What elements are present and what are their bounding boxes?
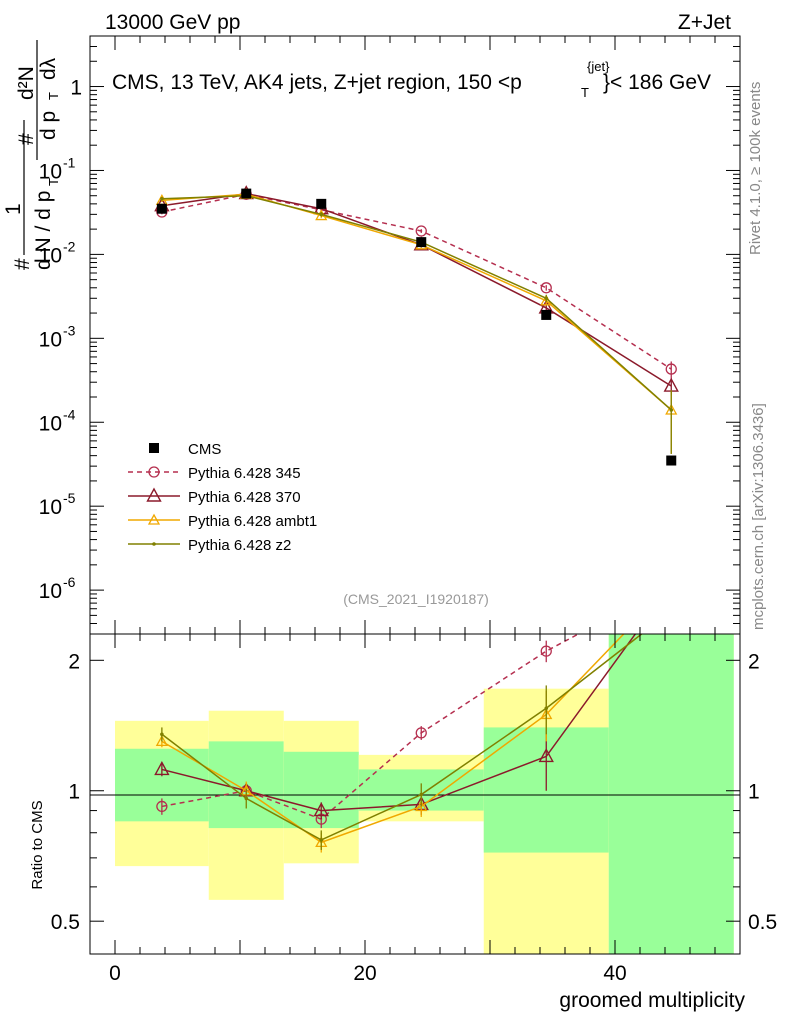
cms-point [316,198,327,209]
main-title-sup: {jet} [587,59,610,74]
analysis-label: (CMS_2021_I1920187) [343,591,489,607]
ratio-point [544,706,549,711]
header-left: 13000 GeV pp [105,11,240,34]
legend-marker [146,487,162,502]
cms-point [241,188,252,199]
main-title-text: CMS, 13 TeV, AK4 jets, Z+jet region, 150… [112,71,522,94]
legend-marker [147,513,161,525]
ylabel-hash-2: # [15,133,38,145]
side-label-rivet: Rivet 4.1.0, ≥ 100k events [747,82,764,255]
legend-label: Pythia 6.428 ambt1 [188,513,317,530]
main-ytick-label: 10 [39,496,62,519]
ratio-ylabel: Ratio to CMS [29,800,46,889]
main-ytick-label: 10 [39,244,62,267]
ratio-panel: 0.5 0.5 1 1 2 2 0 20 40 [51,633,777,985]
ratio-point [419,792,424,797]
legend-marker-cms [149,443,159,453]
legend: CMS Pythia 6.428 345 Pythia 6.428 370 Pythi… [128,441,317,554]
main-ytick-label: 1 [70,77,82,100]
ratio-point [156,800,168,813]
ylabel-one: 1 [2,203,25,215]
main-title-sub: T [581,85,589,100]
main-ytick-label: 10 [39,160,62,183]
cms-point [541,309,552,320]
main-ytick-exp: -3 [63,322,76,338]
ratio-point [540,645,552,657]
legend-marker [148,466,160,478]
series-point [665,363,677,375]
xtick-label: 40 [603,962,626,985]
series-line-2 [161,193,672,411]
main-ytick-exp: -6 [63,574,76,590]
series-point [540,282,552,294]
main-title-end: }< 186 GeV [603,71,711,94]
ratio-point [160,732,164,737]
main-ytick-label: 10 [39,580,62,603]
cms-point [666,455,677,466]
ratio-line-0 [161,634,581,820]
legend-label: Pythia 6.428 370 [188,489,301,506]
ratio-point [154,760,170,776]
ratio-point [415,727,427,739]
ratio-point [319,838,324,842]
main-ytick-exp: -1 [63,154,76,170]
series-line-1 [161,192,672,387]
xlabel: groomed multiplicity [559,989,745,1012]
series-point [160,196,164,201]
ratio-ytick-label: 2 [68,650,80,673]
main-panel: 10 -610 -510 -410 -310 -210 -11 [39,35,741,635]
main-ytick-exp: -5 [63,490,76,506]
ylabel-dlambda: dλ [37,57,60,80]
xtick-label: 0 [109,962,121,985]
legend-label: CMS [188,441,221,458]
cms-point [416,237,427,248]
legend-label: Pythia 6.428 z2 [188,537,291,554]
series-point [415,225,427,237]
series-line-3 [161,194,672,411]
ylabel-dN: d N / d p [32,191,55,270]
ratio-ytick-label: 0.5 [51,911,80,934]
xtick-label: 20 [353,962,376,985]
ratio-ytick-label-right: 0.5 [748,911,777,934]
main-ytick-exp: -4 [63,406,76,422]
series-point [669,408,674,412]
main-ytick-label: 10 [39,328,62,351]
series-point [319,212,324,217]
ylabel-d2N: d²N [15,66,38,100]
cms-point [156,203,167,214]
ratio-series-group [154,634,643,853]
legend-marker [152,542,156,546]
main-ytick-label: 10 [39,412,62,435]
series-point [544,296,549,301]
ylabel-T2: T [46,92,61,100]
header-right: Z+Jet [678,11,731,34]
ratio-point [155,735,168,747]
ratio-point [313,802,329,817]
main-ylabel: # 1 d N / d p T # d²N d p T dλ [2,40,61,270]
main-title: CMS, 13 TeV, AK4 jets, Z+jet region, 150… [112,59,711,100]
series-line-0 [161,193,672,370]
ylabel-hash-1: # [11,258,34,270]
ratio-band-inner [608,634,734,954]
ylabel-T1: T [46,178,61,186]
ylabel-dp: d p [37,111,60,140]
ratio-ytick-label-right: 2 [748,650,760,673]
ratio-line-3 [161,634,643,841]
legend-label: Pythia 6.428 345 [188,465,301,482]
ratio-ytick-label-right: 1 [748,781,760,804]
ratio-point [538,747,554,763]
main-ytick-exp: -2 [63,238,76,254]
ratio-ytick-label: 1 [68,781,80,804]
side-label-mcplots: mcplots.cern.ch [arXiv:1306.3436] [750,403,767,630]
ratio-point [244,796,249,801]
ratio-point [415,800,428,812]
